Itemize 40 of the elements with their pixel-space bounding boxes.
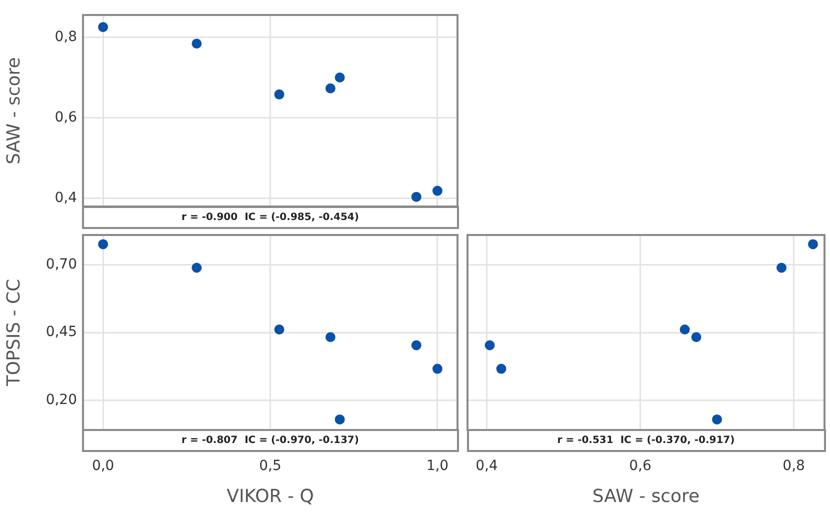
x-tick-label: 0,5 <box>259 458 282 474</box>
x-axis-title: VIKOR - Q <box>226 486 314 507</box>
point <box>192 262 202 273</box>
y-tick-label: 0,20 <box>46 392 77 408</box>
point <box>98 22 108 32</box>
point <box>325 332 336 342</box>
text: r = -0.900 IC = (-0.985, -0.454) <box>82 206 458 228</box>
point <box>776 262 787 273</box>
y-tick-label: 0,70 <box>46 256 77 272</box>
point <box>411 192 422 202</box>
point <box>496 364 506 374</box>
point <box>691 332 702 342</box>
point <box>411 340 422 350</box>
point <box>274 324 284 335</box>
y-tick-label: 0,6 <box>54 109 78 126</box>
point <box>808 239 818 250</box>
point <box>98 239 108 250</box>
point <box>484 340 495 350</box>
x-tick-label: 1,0 <box>426 458 449 474</box>
point <box>432 364 442 374</box>
y-tick-label: 0,4 <box>54 190 78 206</box>
y-tick-label: 0,45 <box>46 324 77 340</box>
x-tick-label: 0,4 <box>476 458 498 474</box>
y-axis-title: TOPSIS - CC <box>3 278 24 388</box>
y-tick-label: 0,8 <box>54 28 77 45</box>
point <box>334 72 345 82</box>
point <box>680 324 690 335</box>
x-tick-label: 0,6 <box>629 458 652 474</box>
point <box>325 83 336 94</box>
point <box>432 186 442 196</box>
x-tick-label: 0,0 <box>92 458 114 474</box>
text: r = -0.807 IC = (-0.970, -0.137) <box>82 429 458 452</box>
point <box>274 89 284 100</box>
point <box>192 38 202 49</box>
text: r = -0.531 IC = (-0.370, -0.917) <box>466 429 826 452</box>
x-tick-label: 0,8 <box>782 458 805 474</box>
y-axis-title: SAW - score <box>3 57 24 164</box>
point <box>712 414 722 424</box>
x-axis-title: SAW - score <box>592 486 700 507</box>
point <box>334 414 345 424</box>
